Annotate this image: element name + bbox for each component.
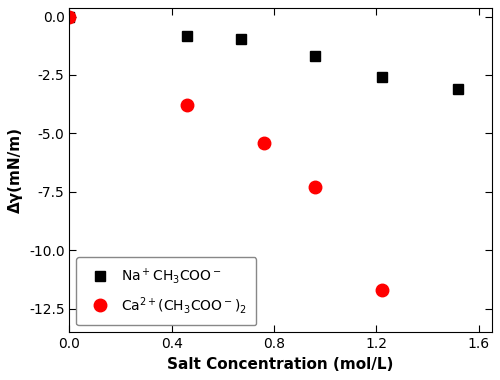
X-axis label: Salt Concentration (mol/L): Salt Concentration (mol/L) xyxy=(168,357,394,372)
Y-axis label: Δγ(mN/m): Δγ(mN/m) xyxy=(8,127,24,213)
Legend: Na$^+$CH$_3$COO$^-$, Ca$^{2+}$(CH$_3$COO$^-$)$_2$: Na$^+$CH$_3$COO$^-$, Ca$^{2+}$(CH$_3$COO… xyxy=(76,257,256,325)
